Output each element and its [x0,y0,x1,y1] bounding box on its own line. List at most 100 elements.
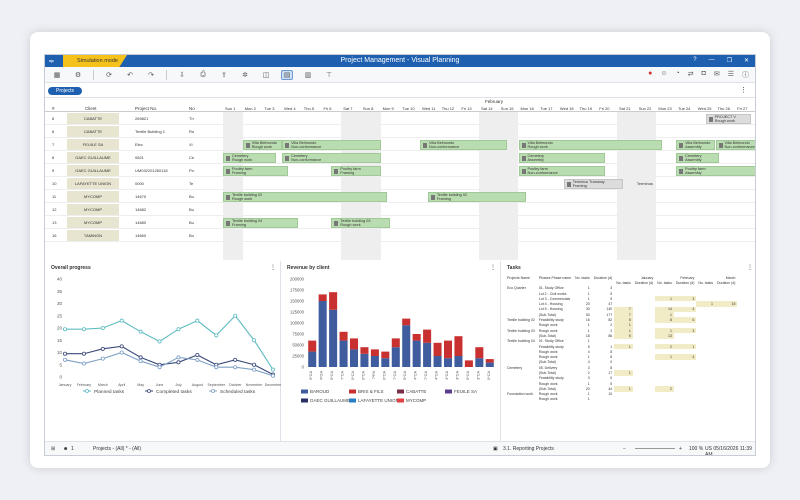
share-icon[interactable]: ⇄ [687,70,694,78]
more-options-icon[interactable]: ⋮ [490,265,496,271]
table-row[interactable]: Rough work 1 5 [505,381,737,386]
table-row[interactable]: Rough work 1 2 1 [505,322,737,328]
task-bar[interactable]: Textile building 04 Framing [223,217,298,228]
table-row[interactable]: Lot 3 - Commercials 1 5 1 3 [505,296,737,302]
y-tick-label: 150000 [290,299,305,304]
planning-view-icon[interactable]: ▤ [281,69,293,80]
table-row[interactable]: Textile building 02 Feasibility study 16 82… [505,317,737,323]
table-cell: 1 [655,354,674,360]
table-row[interactable]: (Sub-Total) 53 177 7 1 [505,312,737,318]
task-bar[interactable]: Textile building 02 Framing [427,191,527,202]
table-row[interactable]: Rough work 4 8 [505,349,737,354]
gantt-row[interactable]: 12 MYCOMP 14682 Bu [45,203,755,216]
table-row[interactable]: Lot 5 - Housing 30 140 7 14 4 [505,306,737,313]
task-bar[interactable]: Villa Belmondo Non-conformance [715,139,755,150]
task-bar[interactable]: Poultry farm Assembly [676,165,755,176]
table-row[interactable]: Feasibility study 3 0 [505,376,737,381]
table-row[interactable]: (Sub-Total) 2 17 1 [505,370,737,376]
more-options-icon[interactable]: ⋮ [270,265,276,271]
task-bar[interactable]: Cemetery Rough work [223,152,277,163]
lock-icon[interactable]: ◘ [701,69,706,77]
close-icon[interactable]: ✕ [743,58,749,64]
zoom-out-icon[interactable]: − [623,446,626,452]
redo-icon[interactable]: ↷ [148,71,154,79]
mail-icon[interactable]: ✉ [713,70,720,78]
table-row[interactable]: Textile building 04 01. Study Office 1 [505,339,737,344]
table-row[interactable]: Feasibility study 5 1 1 2 1 [505,343,737,350]
task-bar[interactable]: Cemetery Non-conformance [282,152,381,163]
table-row[interactable]: Foundation work Rough work 1 10 [505,392,737,397]
table-row[interactable]: Textile building 03 Rough work 1 2 1 1 3 [505,327,737,334]
more-options-icon[interactable]: ⋮ [747,265,753,271]
import-icon[interactable]: ⇩ [179,71,185,79]
gantt-row[interactable]: 16 TAMINON 14660 Bu [45,229,755,242]
gantt-row[interactable]: 8 GAEC GUILLAUME 0821 Ce [45,151,755,164]
task-bar[interactable]: Textile building 02 Rough work [223,191,387,202]
hierarchy-icon[interactable]: ⊞ [51,446,56,452]
settings-icon[interactable]: ⚙ [74,71,82,79]
more-options-icon[interactable]: ⋮ [740,87,747,94]
table-row[interactable]: (Sub-Total) 18 86 5 13 [505,333,737,339]
chart-icon[interactable]: ▥ [304,71,312,79]
task-bar[interactable]: Villa Belmondo Non-conformance [420,139,507,150]
gantt-row[interactable]: 13 MYCOMP 14680 Bu [45,216,755,229]
table-row[interactable]: Rough work 1 8 1 4 [505,354,737,360]
task-bar[interactable]: Poultry farm Non-conformance [518,165,606,176]
list-icon[interactable]: ☰ [727,70,734,78]
export-icon[interactable]: ⇪ [221,71,227,79]
notification-icon[interactable]: ◔ [675,69,680,77]
gantt-row[interactable]: 11 MYCOMP 14670 Bu [45,190,755,203]
maximize-icon[interactable]: ❐ [726,58,732,64]
print-icon[interactable]: ⎙ [200,70,206,78]
simulation-mode-badge[interactable]: Simulation mode [63,55,127,67]
flag-icon[interactable]: ● [648,69,653,77]
filter-label[interactable]: Projects - (All) * - (All) [93,446,142,452]
task-bar[interactable]: Villa Belmondo Non-conformance [282,139,381,150]
task-bar[interactable]: Villa Belmondo Rough work [518,139,663,150]
undo-icon[interactable]: ↶ [127,71,133,79]
col-no-header[interactable]: No [189,106,195,111]
table-row[interactable]: Rough work 1 [505,397,737,402]
task-bar[interactable]: Terminus Tramway Framing [563,178,623,189]
info-icon[interactable]: ⓘ [742,71,749,79]
hierarchy-icon[interactable]: ⊤ [325,71,333,79]
user-icon[interactable]: ☺ [660,69,668,77]
row-id: 9 [52,168,55,173]
refresh-icon[interactable]: ⟳ [106,71,112,79]
grid-icon[interactable]: ▦ [53,71,61,79]
gantt-row[interactable]: 9 GAEC GUILLAUME UM032201260118 Po [45,164,755,177]
col-client-header[interactable]: Client [85,106,97,111]
view-icon[interactable]: ◫ [262,71,270,79]
gantt-row[interactable]: 10 LAFAYETTE UNION 0000 Te [45,177,755,190]
task-bar[interactable]: PROJECT V Rough work [705,113,751,124]
table-row[interactable]: Lot 4 - Housing 20 47 1 15 [505,301,738,307]
task-bar[interactable]: Cemetery Assembly [676,152,720,163]
view-label[interactable]: 3.1. Reporting Projects [503,446,554,452]
help-icon[interactable]: ? [693,57,697,63]
zoom-slider[interactable] [635,448,675,449]
users-icon[interactable]: ☻ [63,446,69,452]
table-row[interactable]: Lot 2 - Civil works 1 5 [505,291,737,296]
zoom-in-icon[interactable]: + [679,446,682,452]
data-point [195,357,200,362]
gantt-row[interactable]: 8 CABATTE 269821 Th [45,112,755,125]
gear-icon[interactable]: ✲ [242,71,248,79]
task-bar[interactable]: Villa Belmondo Rough work [242,139,283,150]
task-bar[interactable]: Poultry farm Framing [331,165,381,176]
bar-segment [329,292,338,310]
title-bar: vp Simulation mode Project Management - … [45,55,755,67]
projects-button[interactable]: Projects [48,87,83,95]
gantt-row[interactable]: 7 FEUILE SA Elec Vi [45,138,755,151]
task-bar[interactable]: Villa Belmondo Assembly [676,139,716,150]
task-bar[interactable]: Poultry farm Framing [223,165,288,176]
table-row[interactable]: (Sub-Total) 4 0 [505,360,737,365]
table-cell: (Sub-Total) [538,386,556,391]
table-row[interactable]: Cemetery 05. Delivery 3 8 [505,365,737,370]
minimize-icon[interactable]: — [708,57,715,63]
table-row[interactable]: (Sub-Total) 20 44 1 2 [505,386,737,392]
task-bar[interactable]: Textile building 03 Rough work [331,217,391,228]
table-row[interactable]: Eco Quarter 01. Study Office 1 3 [505,286,737,291]
task-bar[interactable]: Cemetery Assembly [518,152,606,163]
gantt-row[interactable]: 6 CABATTE Textile Building 1 Ro [45,125,755,138]
col-project-header[interactable]: Project No. [135,106,158,111]
